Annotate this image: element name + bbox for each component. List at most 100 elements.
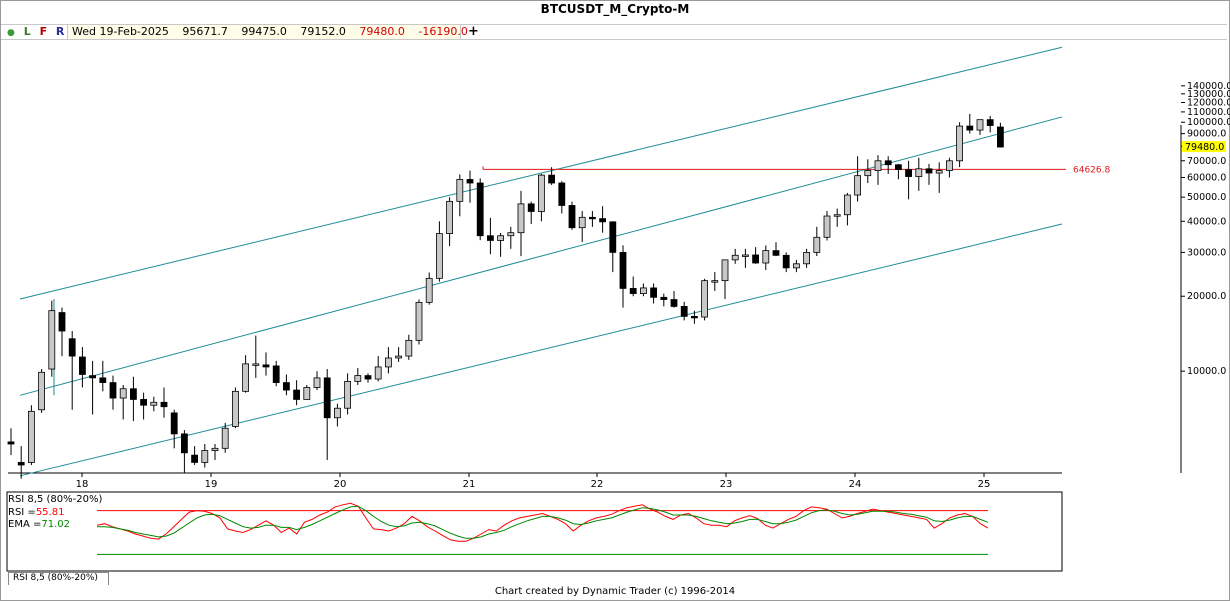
candle-body: [38, 371, 45, 411]
candle-body: [160, 401, 168, 408]
toolbar-toggles: ● L F R: [7, 25, 69, 38]
candle-body: [752, 254, 759, 264]
time-axis-tick-label: 19: [205, 479, 218, 490]
level-line-label: 64626.8: [1073, 165, 1110, 175]
window-title: BTCUSDT_M_Crypto-M: [540, 2, 690, 16]
time-axis-tick-label: 20: [334, 479, 347, 490]
bar-close: 79480.0: [359, 25, 405, 38]
candle-body: [58, 312, 66, 332]
candle-body: [966, 125, 974, 131]
candle-body: [303, 387, 311, 400]
status-dot-icon[interactable]: ●: [7, 28, 15, 38]
candle-body: [956, 125, 963, 162]
time-axis-tick-label: 23: [720, 479, 733, 490]
candle-body: [527, 203, 535, 212]
candle-body: [486, 235, 494, 241]
candle-body: [599, 218, 606, 223]
candle-body: [99, 377, 107, 383]
candle-body: [905, 169, 912, 177]
candle-body: [364, 375, 372, 380]
candle-body: [823, 215, 831, 238]
candle-body: [333, 407, 341, 419]
candle-body: [211, 447, 219, 451]
candle-body: [670, 299, 678, 307]
candle-body: [323, 377, 331, 419]
candle-body: [140, 399, 148, 406]
candle-body: [844, 194, 851, 216]
candle-body: [446, 200, 454, 234]
candle-body: [262, 364, 270, 368]
time-axis-tick-label: 21: [463, 479, 476, 490]
toggle-r-button[interactable]: R: [55, 25, 65, 38]
rsi-line: [96, 502, 989, 542]
bar-high: 99475.0: [241, 25, 287, 38]
channel-line-2: [19, 116, 1063, 396]
last-price-label: 79480.0: [1185, 142, 1224, 153]
price-axis-tick-label: 60000.0: [1187, 172, 1226, 183]
price-axis-tick-label: 140000.0: [1187, 81, 1230, 92]
candle-body: [854, 175, 861, 196]
add-button[interactable]: +: [468, 24, 479, 39]
rsi-panel-frame: [6, 491, 1063, 572]
candle-body: [272, 365, 280, 383]
candle-body: [680, 306, 688, 317]
price-axis-tick-label: 130000.0: [1187, 89, 1230, 100]
candle-body: [986, 119, 994, 126]
candle-body: [762, 250, 770, 264]
indicator-tab[interactable]: RSI 8,5 (80%-20%): [8, 572, 109, 585]
candle-body: [119, 388, 127, 399]
price-axis-tick-label: 90000.0: [1187, 129, 1226, 140]
candle-body: [578, 216, 586, 229]
candle-body: [109, 382, 117, 399]
candle-body: [221, 427, 229, 449]
candle-body: [976, 119, 984, 131]
price-axis-tick-label: 120000.0: [1187, 98, 1230, 109]
candle-body: [150, 401, 158, 406]
price-axis-tick-label: 50000.0: [1187, 192, 1226, 203]
candle-body: [793, 263, 800, 269]
candle-body: [517, 203, 525, 234]
time-axis-tick-label: 25: [978, 479, 991, 490]
candle-body: [721, 259, 729, 282]
candle-body: [201, 450, 209, 463]
candle-body: [742, 254, 749, 257]
candle-body: [884, 160, 892, 166]
time-axis-tick-label: 18: [76, 479, 89, 490]
rsi-legend-rsi-value: 55.81: [35, 507, 65, 518]
candle-body: [435, 233, 443, 279]
rsi-legend-title: RSI 8,5 (80%-20%): [8, 494, 103, 505]
candle-body: [129, 388, 137, 400]
price-axis-tick-label: 110000.0: [1187, 107, 1230, 118]
candle-body: [915, 168, 923, 177]
candle-body: [293, 389, 301, 400]
candle-body: [507, 232, 515, 237]
last-price-tag: [1182, 141, 1226, 153]
footer-credit: Chart created by Dynamic Trader (c) 1996…: [494, 586, 736, 597]
candle-body: [997, 126, 1004, 148]
rsi-legend-rsi: RSI =55.81: [8, 507, 64, 518]
candle-body: [415, 301, 423, 341]
rsi-legend-rsi-label: RSI =: [8, 507, 36, 518]
candle-body: [925, 168, 933, 174]
candle-body: [731, 254, 739, 261]
candle-body: [344, 380, 352, 409]
channel-line-3: [19, 223, 1063, 477]
price-axis-tick-label: 10000.0: [1187, 366, 1226, 377]
toggle-f-button[interactable]: F: [39, 25, 48, 38]
price-axis-tick-label: 20000.0: [1187, 291, 1226, 302]
candle-body: [497, 235, 505, 241]
candle-body: [242, 363, 250, 392]
candle-body: [180, 433, 188, 454]
candle-body: [650, 287, 657, 298]
toggle-l-button[interactable]: L: [23, 25, 31, 38]
rsi-legend-ema: EMA =71.02: [8, 519, 70, 530]
candle-body: [609, 221, 617, 253]
time-axis-tick-label: 24: [849, 479, 862, 490]
candle-body: [803, 252, 810, 265]
candle-body: [425, 277, 433, 303]
candle-body: [711, 280, 719, 283]
bar-change: -16190.0: [418, 25, 468, 38]
candle-body: [935, 170, 943, 174]
candle-body: [231, 390, 239, 427]
candle-body: [629, 288, 637, 294]
